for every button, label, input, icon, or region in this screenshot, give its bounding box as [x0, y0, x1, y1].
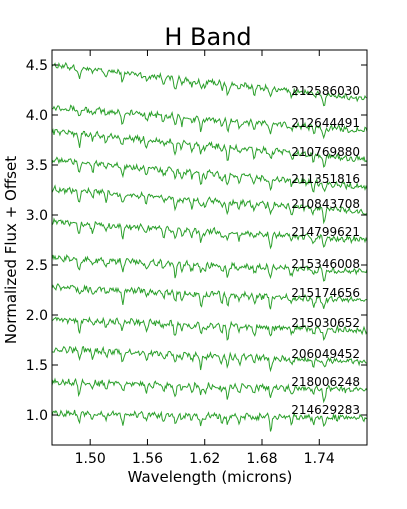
y-tick-label: 4.0 [26, 108, 48, 124]
spectrum-line [52, 156, 367, 193]
series-label: 210843708 [291, 197, 360, 211]
spectrum-line [52, 104, 367, 140]
y-tick-label: 2.0 [26, 308, 48, 324]
x-tick-label: 1.50 [75, 451, 106, 467]
series-label-layer: 212586030 212644491 210769880 211351816 2108… [291, 84, 360, 417]
series-label: 206049452 [291, 347, 360, 361]
spectrum-line [52, 377, 367, 404]
spectrum-line [52, 128, 367, 168]
series-label: 215174656 [291, 286, 360, 300]
y-tick-label: 3.0 [26, 208, 48, 224]
x-tick-label: 1.62 [189, 451, 220, 467]
y-tick-label: 3.5 [26, 158, 48, 174]
y-axis-ticks: 1.0 1.5 2.0 2.5 3.0 3.5 4.0 4.5 [26, 58, 367, 424]
series-label: 215346008 [291, 257, 360, 271]
x-axis-ticks: 1.50 1.56 1.62 1.68 1.74 [75, 50, 335, 467]
x-axis-label: Wavelength (microns) [128, 468, 293, 486]
spectrum-line [52, 409, 367, 432]
series-layer [52, 61, 367, 432]
spectrum-line [52, 184, 367, 225]
series-label: 214629283 [291, 403, 360, 417]
series-label: 215030652 [291, 316, 360, 330]
chart-title: H Band [164, 23, 251, 51]
x-tick-label: 1.74 [304, 451, 335, 467]
series-label: 218006248 [291, 375, 360, 389]
plot-frame [51, 49, 368, 446]
x-tick-label: 1.68 [246, 451, 277, 467]
series-label: 212586030 [291, 84, 360, 98]
y-axis-label: Normalized Flux + Offset [2, 156, 20, 344]
spectrum-line [52, 253, 367, 282]
series-label: 210769880 [291, 145, 360, 159]
y-tick-label: 2.5 [26, 258, 48, 274]
y-tick-label: 1.5 [26, 358, 48, 374]
spectrum-line [52, 283, 367, 310]
spectrum-line [52, 345, 367, 373]
spectrum-line [52, 316, 367, 341]
y-tick-label: 1.0 [26, 408, 48, 424]
spectrum-line [52, 61, 367, 107]
series-label: 212644491 [291, 116, 360, 130]
x-tick-label: 1.56 [132, 451, 163, 467]
spectrum-line [52, 217, 367, 250]
y-tick-label: 4.5 [26, 58, 48, 74]
series-label: 214799621 [291, 225, 360, 239]
plot-area: 212586030 212644491 210769880 211351816 2108… [26, 49, 368, 467]
series-label: 211351816 [291, 172, 360, 186]
